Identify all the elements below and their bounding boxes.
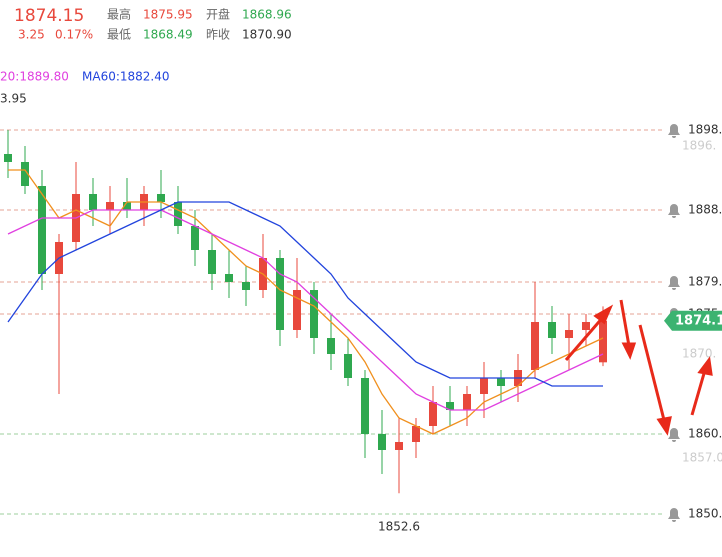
arrow (690, 369, 707, 416)
prev: 1870.90 (242, 28, 292, 42)
left-value: 3.95 (0, 92, 27, 106)
candle-body (293, 290, 301, 330)
candle-body (38, 186, 46, 274)
arrow (564, 315, 606, 361)
high-label: 最高 (107, 7, 131, 22)
change: 3.25 (18, 28, 45, 42)
bell-icon (668, 124, 680, 138)
candle-body (276, 258, 284, 330)
candle-body (242, 282, 250, 290)
arrow (619, 299, 631, 347)
y-tick-label: 1860. (688, 427, 722, 441)
candle-body (497, 378, 505, 386)
candle-body (446, 402, 454, 410)
y-tick-label: 1888. (688, 203, 722, 217)
candle-body (531, 322, 539, 370)
y-tick-label: 1850. (688, 507, 722, 521)
ma20-value: 20:1889.80 (0, 70, 69, 84)
candle-body (480, 378, 488, 394)
candle-body (344, 354, 352, 378)
candle-body (21, 162, 29, 186)
prev-label: 昨收 (206, 28, 230, 42)
price-tag (664, 310, 722, 331)
arrow (638, 324, 666, 421)
ma-line (7, 209, 604, 411)
arrows (564, 299, 713, 436)
low-annotation: 1852.6 (378, 520, 420, 534)
high: 1875.95 (143, 8, 193, 22)
y-tick-label: 1898. (688, 123, 722, 137)
faint-tick-label: 1896. (682, 139, 716, 153)
candle-body (548, 322, 556, 338)
ma-line (7, 201, 603, 387)
candle-body (378, 434, 386, 450)
candle-body (225, 274, 233, 282)
candle-body (327, 338, 335, 354)
candle-body (191, 226, 199, 250)
arrow-head (697, 356, 713, 376)
arrow-head (621, 342, 637, 360)
candle-body (4, 154, 12, 162)
candle-body (310, 290, 318, 338)
bell-icon (668, 276, 680, 290)
candle-body (582, 322, 590, 330)
open: 1868.96 (242, 8, 292, 22)
candle-body (429, 402, 437, 426)
candle-body (412, 426, 420, 442)
candle-body (174, 202, 182, 226)
candle-body (463, 394, 471, 410)
bell-icon (668, 204, 680, 218)
arrow-head (656, 416, 672, 436)
faint-tick-label: 1857.0 (682, 451, 722, 465)
candle-body (361, 378, 369, 434)
bell-icon (668, 508, 680, 522)
ma-line (8, 169, 604, 435)
change-pct: 0.17% (55, 28, 93, 42)
ma60-value: MA60:1882.40 (82, 70, 170, 84)
candle-body (123, 202, 131, 210)
open-label: 开盘 (206, 7, 230, 22)
low: 1868.49 (143, 28, 193, 42)
low-label: 最低 (107, 28, 131, 42)
candle-body (599, 320, 607, 363)
candle-body (157, 194, 165, 202)
price-tag-label: 1874.1 (675, 313, 722, 328)
bell-icon (668, 428, 680, 442)
candle-body (89, 194, 97, 210)
candle-body (106, 202, 114, 210)
price: 1874.15 (14, 6, 84, 26)
candle-body (395, 442, 403, 450)
y-tick-label: 1879. (688, 275, 722, 289)
arrow-head (593, 304, 614, 325)
candle-body (208, 250, 216, 274)
faint-tick-label: 1870. (682, 347, 716, 361)
candle-body (565, 330, 573, 338)
